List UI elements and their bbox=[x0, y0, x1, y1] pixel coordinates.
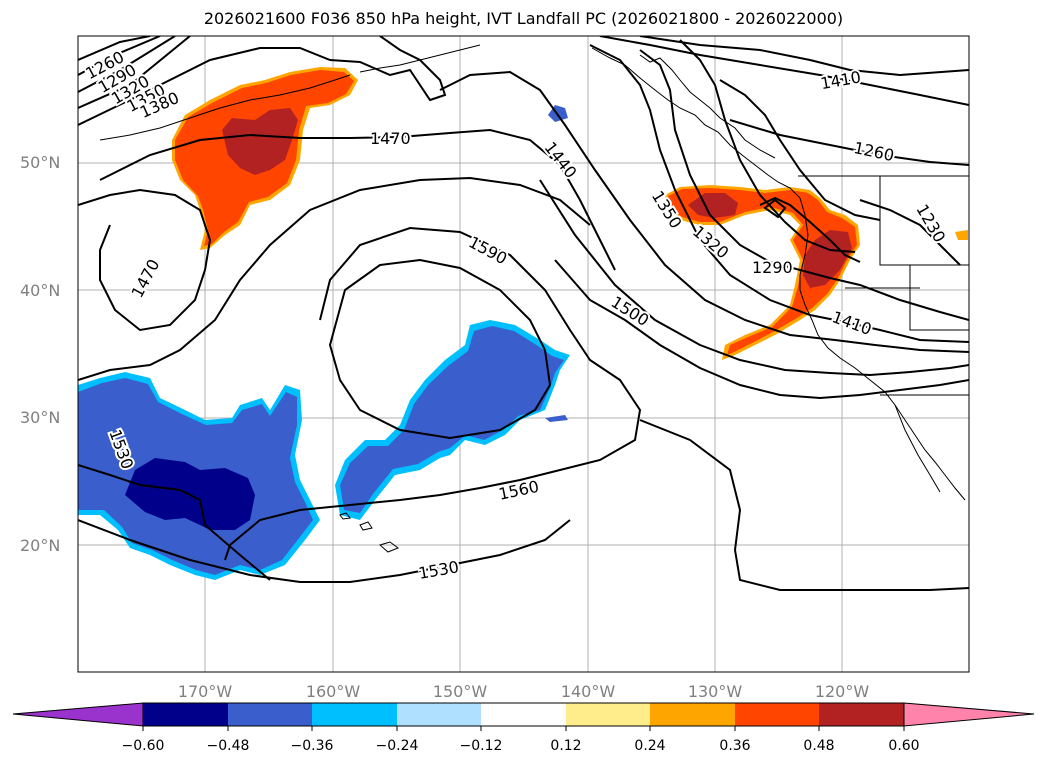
colorbar-frame bbox=[142, 702, 905, 727]
contour-1380-nw bbox=[78, 36, 447, 126]
contour-1530-west bbox=[78, 176, 591, 381]
hawaii-island-1 bbox=[378, 541, 400, 553]
cbar-label-060: 0.60 bbox=[888, 738, 919, 754]
cbar-label-neg060: −0.60 bbox=[122, 738, 165, 754]
longitude-labels: 170°W 160°W 150°W 140°W 130°W 120°W bbox=[178, 682, 870, 701]
blue-region-central-inner bbox=[340, 326, 564, 513]
height-contours bbox=[78, 36, 969, 591]
contour-1410-east bbox=[589, 44, 969, 343]
colorbar-segment-4 bbox=[397, 703, 481, 726]
lat-label-50n: 50°N bbox=[20, 153, 60, 172]
negative-ivt-fill bbox=[78, 105, 570, 580]
contour-1380-east bbox=[639, 49, 969, 321]
lat-label-30n: 30°N bbox=[20, 408, 60, 427]
darkred-core-northeast-1 bbox=[688, 193, 738, 218]
colorbar: −0.60 −0.48 −0.36 −0.24 −0.12 0.12 0.24 … bbox=[12, 702, 1035, 754]
contour-label-1410-ne: 1410 bbox=[819, 67, 862, 93]
bc-coast-islands bbox=[639, 54, 776, 159]
darkred-core-alaska bbox=[222, 108, 298, 175]
contour-label-1260-ne: 1260 bbox=[852, 138, 896, 165]
state-border-2 bbox=[909, 265, 969, 331]
lat-label-40n: 40°N bbox=[20, 281, 60, 300]
colorbar-segment-5 bbox=[481, 703, 566, 726]
contour-label-1470-north: 1470 bbox=[370, 129, 411, 148]
contour-1440-east bbox=[439, 70, 969, 353]
colorbar-ticks bbox=[142, 726, 905, 731]
cbar-label-neg036: −0.36 bbox=[291, 738, 334, 754]
colorbar-segment-8 bbox=[735, 703, 819, 726]
map-frame bbox=[77, 35, 970, 673]
graticule bbox=[78, 36, 969, 672]
contour-1500-east bbox=[554, 259, 969, 400]
contour-1230-ne bbox=[859, 199, 961, 266]
lon-label-120w: 120°W bbox=[815, 682, 870, 701]
contour-1410-ne bbox=[639, 36, 969, 77]
contour-1320-nw bbox=[78, 36, 176, 93]
contour-1440-ne bbox=[599, 36, 969, 106]
contour-1350-east bbox=[679, 39, 856, 253]
aleutian-chain bbox=[99, 74, 351, 141]
contour-1530-south bbox=[78, 519, 571, 583]
contour-label-1440-north: 1440 bbox=[541, 138, 581, 182]
cbar-label-012: 0.12 bbox=[550, 738, 581, 754]
us-west-coast bbox=[799, 197, 966, 501]
contour-1470-north bbox=[99, 128, 616, 271]
cbar-label-neg012: −0.12 bbox=[460, 738, 503, 754]
contour-1260-ne bbox=[729, 119, 969, 166]
cbar-label-neg024: −0.24 bbox=[376, 738, 419, 754]
contour-1530-lower bbox=[78, 464, 271, 581]
colorbar-segment-1 bbox=[143, 703, 228, 726]
blue-spot-small bbox=[545, 415, 568, 422]
contour-label-1290-east: 1290 bbox=[752, 258, 793, 277]
map-plot-area: 1260 1290 1320 1350 1380 1470 1440 1410 … bbox=[78, 36, 969, 672]
latitude-labels: 50°N 40°N 30°N 20°N bbox=[20, 153, 60, 555]
contour-label-1410-east: 1410 bbox=[829, 307, 874, 339]
lon-label-150w: 150°W bbox=[433, 682, 488, 701]
contour-1560-se bbox=[639, 419, 969, 591]
map-title: 2026021600 F036 850 hPa height, IVT Land… bbox=[203, 9, 844, 28]
contour-1260-nw bbox=[78, 36, 151, 61]
colorbar-segment-6 bbox=[566, 703, 650, 726]
lat-label-20n: 20°N bbox=[20, 536, 60, 555]
contour-label-1320-east: 1320 bbox=[689, 222, 732, 263]
contour-label-1590: 1590 bbox=[465, 232, 510, 268]
cbar-label-048: 0.48 bbox=[803, 738, 834, 754]
lon-label-170w: 170°W bbox=[178, 682, 233, 701]
positive-ivt-fill bbox=[172, 67, 968, 360]
contour-label-1560: 1560 bbox=[497, 477, 541, 504]
alaska-coast bbox=[591, 47, 801, 199]
colorbar-segment-9 bbox=[819, 703, 904, 726]
hawaii-island-3 bbox=[339, 512, 351, 520]
cbar-label-neg048: −0.48 bbox=[207, 738, 250, 754]
contour-1470-east bbox=[539, 179, 969, 377]
baja-peninsula bbox=[894, 404, 941, 493]
contour-label-1470-nw: 1470 bbox=[128, 256, 164, 301]
colorbar-segment-2 bbox=[228, 703, 312, 726]
contour-1560-central bbox=[224, 226, 642, 561]
contour-1470-nw-loop bbox=[78, 188, 212, 332]
cbar-label-036: 0.36 bbox=[719, 738, 750, 754]
colorbar-segment-3 bbox=[312, 703, 397, 726]
contour-label-1530-south: 1530 bbox=[417, 557, 460, 583]
colorbar-extend-left bbox=[12, 702, 144, 727]
hawaii-island-2 bbox=[359, 521, 373, 531]
contour-1320-east bbox=[719, 79, 881, 221]
contour-1590-high bbox=[328, 258, 552, 440]
lon-label-140w: 140°W bbox=[561, 682, 616, 701]
lon-label-130w: 130°W bbox=[688, 682, 743, 701]
colorbar-tick-labels: −0.60 −0.48 −0.36 −0.24 −0.12 0.12 0.24 … bbox=[122, 738, 920, 754]
red-region-northeast bbox=[668, 188, 857, 355]
cbar-label-024: 0.24 bbox=[634, 738, 665, 754]
alaska-peninsula bbox=[359, 44, 481, 73]
contour-1350-nw bbox=[78, 36, 191, 109]
contour-1290-nw bbox=[78, 36, 161, 76]
contour-small-loop bbox=[763, 198, 787, 219]
colorbar-extend-right bbox=[903, 702, 1035, 727]
contour-1290-east bbox=[759, 196, 861, 263]
lon-label-160w: 160°W bbox=[306, 682, 361, 701]
colorbar-segment-7 bbox=[650, 703, 735, 726]
orange-spot-east bbox=[955, 230, 968, 240]
